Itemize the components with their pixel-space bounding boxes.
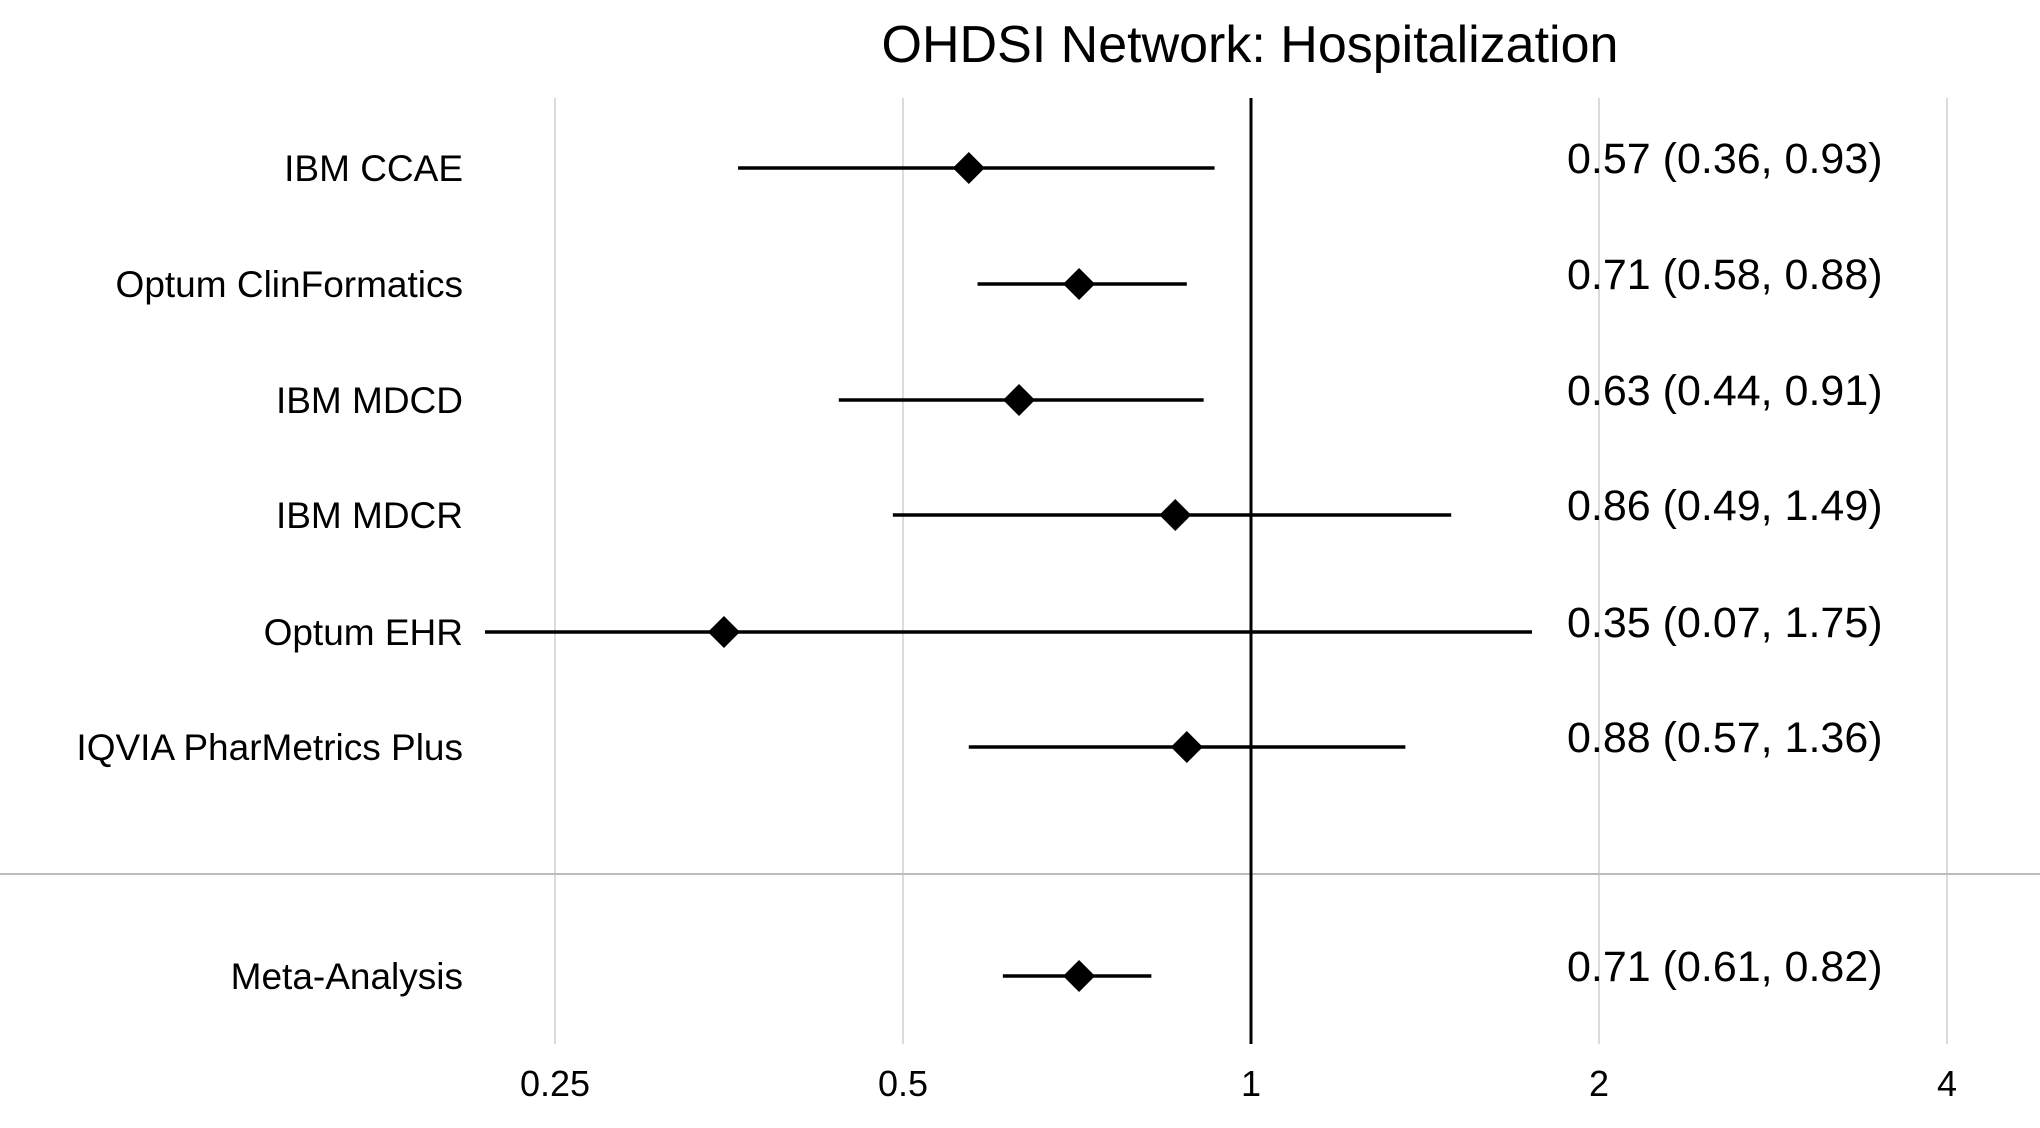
study-row: Optum EHR 0.35 (0.07, 1.75) [264,599,1883,653]
row-label: Optum EHR [264,612,463,653]
grid-lines [554,98,1948,1044]
meta-analysis-row: Meta-Analysis 0.71 (0.61, 0.82) [231,943,1883,997]
point-estimate-marker [1063,960,1096,992]
point-estimate-marker [1170,731,1203,763]
estimate-text: 0.71 (0.58, 0.88) [1567,251,1883,299]
study-row: Optum ClinFormatics 0.71 (0.58, 0.88) [116,251,1883,305]
point-estimate-marker [707,616,740,648]
x-axis-tick-labels: 0.25 0.5 1 2 4 [520,1063,1957,1104]
point-estimate-marker [1159,499,1192,531]
study-row: IQVIA PharMetrics Plus 0.88 (0.57, 1.36) [76,714,1882,768]
study-row: IBM CCAE 0.57 (0.36, 0.93) [284,135,1882,189]
point-estimate-marker [1063,268,1096,300]
estimate-text: 0.86 (0.49, 1.49) [1567,482,1883,530]
study-row: IBM MDCR 0.86 (0.49, 1.49) [276,482,1883,536]
x-tick-label: 1 [1241,1063,1261,1104]
x-tick-label: 4 [1937,1063,1957,1104]
x-tick-label: 0.25 [520,1063,590,1104]
row-label: Optum ClinFormatics [116,264,463,305]
study-row: IBM MDCD 0.63 (0.44, 0.91) [276,367,1883,421]
row-label: IBM CCAE [284,148,463,189]
estimate-text: 0.88 (0.57, 1.36) [1567,714,1883,762]
row-label: IBM MDCD [276,380,463,421]
chart-title: OHDSI Network: Hospitalization [882,16,1619,74]
point-estimate-marker [1003,384,1036,416]
study-rows: IBM CCAE 0.57 (0.36, 0.93) Optum ClinForma… [76,135,1882,997]
row-label: IQVIA PharMetrics Plus [76,727,463,768]
x-tick-label: 0.5 [878,1063,928,1104]
estimate-text: 0.71 (0.61, 0.82) [1567,943,1883,991]
row-label: Meta-Analysis [231,956,463,997]
estimate-text: 0.63 (0.44, 0.91) [1567,367,1883,415]
x-tick-label: 2 [1589,1063,1609,1104]
point-estimate-marker [952,152,985,184]
estimate-text: 0.57 (0.36, 0.93) [1567,135,1883,183]
estimate-text: 0.35 (0.07, 1.75) [1567,599,1883,647]
row-label: IBM MDCR [276,495,463,536]
